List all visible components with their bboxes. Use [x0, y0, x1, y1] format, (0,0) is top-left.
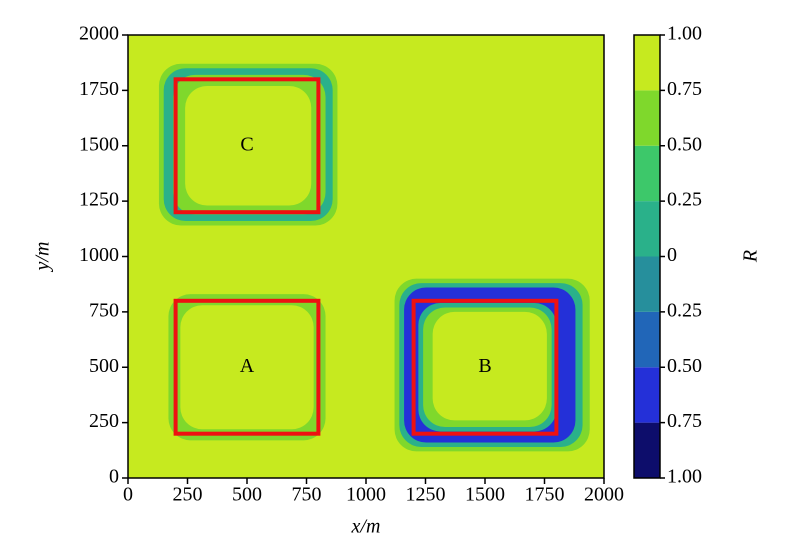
- y-tick-label: 250: [89, 410, 119, 432]
- x-tick-label: 1500: [465, 484, 505, 506]
- contour-region: [180, 305, 314, 430]
- x-tick-label: 0: [123, 484, 133, 506]
- colorbar-tick-label: 1.00: [667, 23, 702, 45]
- colorbar-tick-label: 0.25: [667, 299, 702, 321]
- x-tick-label: 500: [232, 484, 262, 506]
- colorbar-bin: [634, 90, 660, 146]
- colorbar-bin: [634, 256, 660, 312]
- x-tick-label: 1000: [346, 484, 386, 506]
- zone-outline: [173, 298, 321, 436]
- colorbar-bin: [634, 35, 660, 91]
- y-tick-label: 0: [109, 466, 119, 488]
- colorbar-bin: [634, 367, 660, 423]
- zone-outline: [173, 77, 321, 215]
- zone-outline: [411, 298, 559, 436]
- colorbar-bin: [634, 311, 660, 368]
- colorbar-tick-label: 1.00: [667, 466, 702, 488]
- colorbar-tick-label: 0.50: [667, 133, 702, 155]
- zone-label: A: [240, 355, 255, 377]
- contour-region: [185, 85, 312, 206]
- x-tick-label: 750: [292, 484, 322, 506]
- y-tick-label: 1500: [79, 133, 119, 155]
- zone-label: C: [240, 133, 253, 155]
- y-tick-label: 2000: [79, 23, 119, 45]
- colorbar-tick-label: 0.50: [667, 355, 702, 377]
- y-tick-label: 750: [89, 299, 119, 321]
- colorbar-tick-label: 0.75: [667, 410, 702, 432]
- colorbar-tick-label: 0.25: [667, 189, 702, 211]
- y-axis-label: y/m: [32, 242, 54, 273]
- zone-label: B: [478, 355, 491, 377]
- y-tick-label: 500: [89, 355, 119, 377]
- x-axis-label: x/m: [351, 516, 381, 538]
- colorbar-bin: [634, 201, 660, 257]
- y-tick-label: 1250: [79, 189, 119, 211]
- x-tick-label: 1750: [525, 484, 565, 506]
- x-tick-label: 250: [173, 484, 203, 506]
- contour-region: [432, 311, 547, 421]
- y-tick-label: 1000: [79, 244, 119, 266]
- x-tick-label: 2000: [584, 484, 624, 506]
- colorbar-tick-label: 0.75: [667, 78, 702, 100]
- colorbar-tick-label: 0: [667, 244, 677, 266]
- y-tick-label: 1750: [79, 78, 119, 100]
- colorbar-bin: [634, 422, 660, 478]
- x-tick-label: 1250: [406, 484, 446, 506]
- colorbar-label: R: [740, 250, 762, 263]
- colorbar-bin: [634, 145, 660, 202]
